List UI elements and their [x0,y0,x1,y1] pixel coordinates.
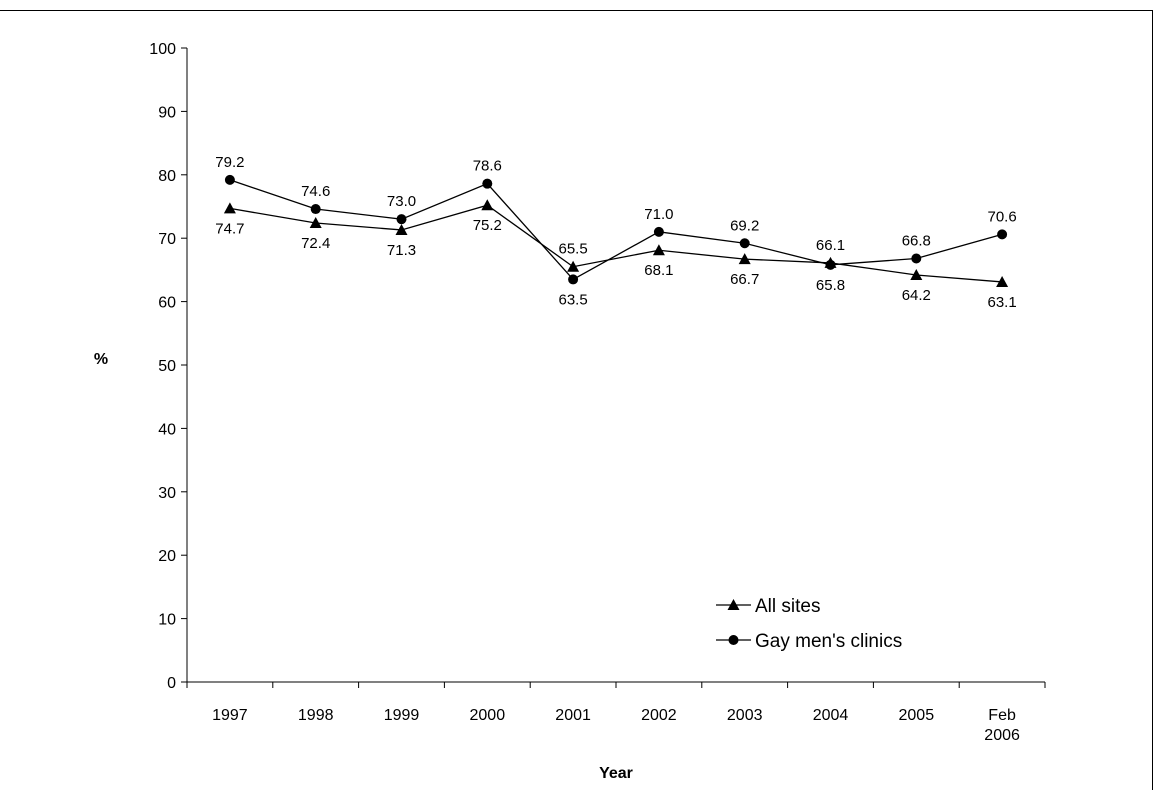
y-tick-label: 50 [158,358,176,375]
data-label: 66.8 [902,232,931,249]
y-axis-title: % [94,351,108,368]
data-label: 78.6 [473,158,502,175]
circle-point [911,253,922,264]
y-tick-label: 30 [158,485,176,502]
triangle-point [309,216,322,228]
data-label: 68.1 [644,262,673,279]
legend-item: All sites [716,596,820,617]
circle-point [224,174,235,185]
circle-point [482,178,493,189]
series-line-2 [229,179,1003,281]
axes: 0 10 20 30 40 50 60 70 80 90 100 1997 1998 1999 2000 20… [149,41,1046,744]
data-label: 63.1 [987,294,1016,311]
x-tick-label: 2003 [727,707,763,724]
series-line-1 [229,204,1003,283]
x-tick-label: Feb 2006 [984,707,1020,744]
data-label: 72.4 [301,235,330,252]
data-label: 71.0 [644,206,673,223]
legend-label: All sites [755,596,820,617]
triangle-point [652,244,665,256]
legend-label: Gay men's clinics [755,631,902,652]
data-label: 65.5 [558,241,587,258]
x-tick-label: 2000 [470,707,506,724]
triangle-point [738,253,751,265]
data-label: 79.2 [215,154,244,171]
triangle-point [910,268,923,280]
x-tick-label: 1999 [384,707,420,724]
circle-point [997,229,1008,240]
data-label: 66.1 [816,237,845,254]
triangle-point [223,202,236,214]
triangle-point [481,199,494,211]
triangle-point [996,275,1009,287]
y-tick-label: 90 [158,104,176,121]
legend-item: Gay men's clinics [716,631,902,652]
y-tick-label: 60 [158,295,176,312]
series-layer [223,174,1009,287]
data-label: 74.6 [301,183,330,200]
circle-point [825,259,836,270]
x-tick-label: 1997 [212,707,248,724]
x-tick-label: 2004 [813,707,849,724]
y-tick-label: 80 [158,168,176,185]
circle-point [739,238,750,249]
circle-point [653,226,664,237]
data-label: 63.5 [558,291,587,308]
y-tick-label: 100 [149,41,176,58]
y-tick-label: 70 [158,231,176,248]
data-label: 75.2 [473,217,502,234]
y-tick-label: 40 [158,421,176,438]
data-label: 65.8 [816,277,845,294]
circle-point [396,214,407,225]
data-label: 64.2 [902,287,931,304]
x-tick-label: 2005 [899,707,935,724]
y-tick-label: 0 [167,675,176,692]
legend-circle-marker [728,635,739,645]
y-tick-label: 20 [158,548,176,565]
data-label: 66.7 [730,271,759,288]
data-label: 73.0 [387,193,416,210]
data-label: 69.2 [730,217,759,234]
triangle-point [567,260,580,272]
circle-point [568,274,579,285]
y-tick-label: 10 [158,612,176,629]
data-label: 70.6 [987,208,1016,225]
triangle-point [395,223,408,235]
x-tick-label: 2002 [641,707,677,724]
legend-triangle-marker [727,599,740,610]
data-labels: 74.7 79.2 72.4 74.6 71.3 73.0 75.2 78.6 65.5 63.5… [215,154,1016,311]
x-tick-label: 1998 [298,707,334,724]
legend: All sites Gay men's clinics [716,596,902,652]
x-tick-label: 2001 [555,707,591,724]
circle-point [310,204,321,215]
data-label: 74.7 [215,220,244,237]
data-label: 71.3 [387,242,416,259]
x-axis-title: Year [599,765,633,782]
